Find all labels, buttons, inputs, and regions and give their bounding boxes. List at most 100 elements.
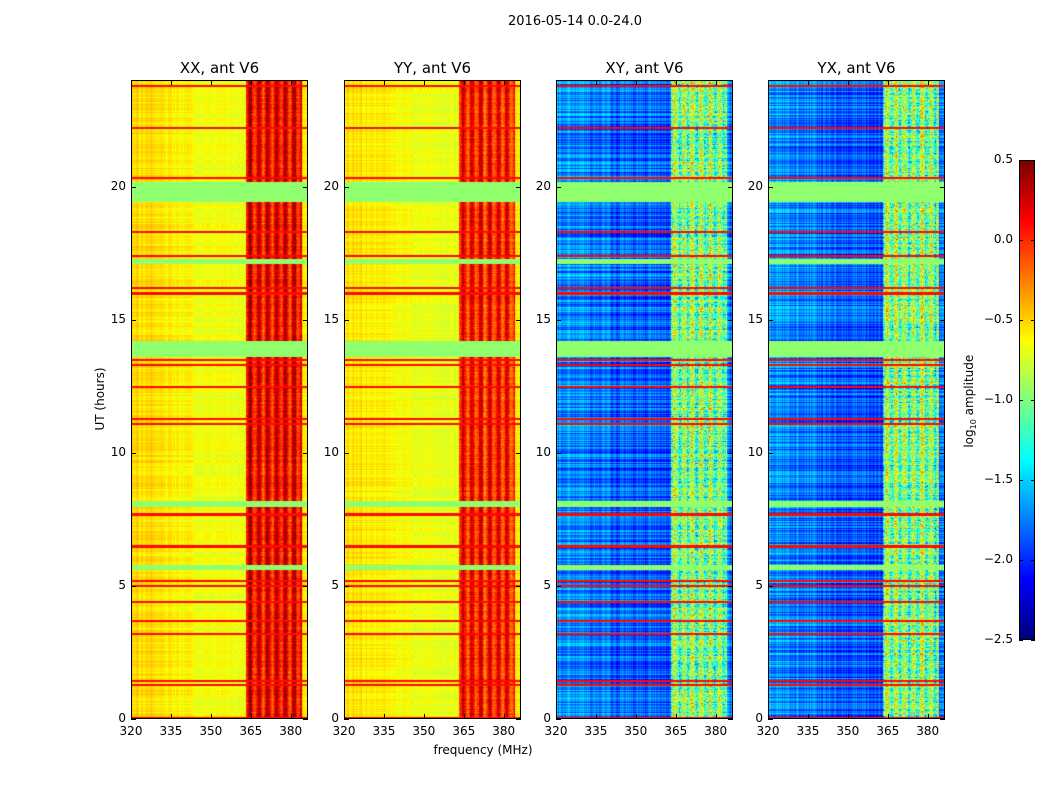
x-tick-mark	[635, 80, 637, 85]
colorbar-tick-mark	[1031, 240, 1035, 241]
x-tick-label: 365	[876, 724, 900, 738]
y-tick-mark	[940, 186, 945, 188]
colorbar-tick-mark	[1031, 480, 1035, 481]
y-tick-mark	[556, 719, 561, 720]
x-tick-label: 335	[159, 724, 183, 738]
x-tick-mark	[887, 80, 889, 85]
colorbar-tick-mark	[1031, 160, 1035, 161]
y-tick-label: 10	[323, 444, 339, 459]
colorbar-tick-label: −1.0	[983, 392, 1013, 406]
y-tick-mark	[303, 585, 308, 587]
x-tick-label: 350	[199, 724, 223, 738]
x-tick-mark	[927, 714, 929, 719]
y-tick-mark	[131, 585, 136, 587]
colorbar-tick-mark	[1031, 400, 1035, 401]
x-axis-label: frequency (MHz)	[433, 743, 533, 757]
x-tick-label: 335	[796, 724, 820, 738]
y-tick-mark	[556, 585, 561, 587]
x-tick-mark	[503, 80, 505, 85]
y-tick-mark	[131, 186, 136, 188]
colorbar-tick-mark	[1019, 640, 1023, 641]
y-tick-mark	[940, 585, 945, 587]
colorbar-tick-mark	[1031, 560, 1035, 561]
x-tick-label: 380	[279, 724, 303, 738]
panel-title: YX, ant V6	[817, 59, 896, 77]
x-tick-mark	[556, 80, 557, 85]
x-tick-label: 365	[239, 724, 263, 738]
y-tick-label: 20	[535, 178, 551, 193]
panel-title: YY, ant V6	[393, 59, 471, 77]
x-tick-mark	[344, 714, 345, 719]
x-tick-mark	[595, 714, 597, 719]
y-tick-label: 0	[331, 711, 339, 725]
colorbar-tick-label: −0.5	[983, 312, 1013, 326]
x-tick-mark	[210, 714, 212, 719]
panel-frame-0	[131, 80, 308, 719]
x-tick-label: 365	[664, 724, 688, 738]
x-tick-mark	[807, 80, 809, 85]
heatmap-1	[344, 80, 521, 719]
y-tick-mark	[303, 452, 308, 454]
y-tick-mark	[556, 452, 561, 454]
x-tick-label: 320	[756, 724, 780, 738]
colorbar-tick-label: 0.0	[993, 232, 1013, 246]
panel-frame-3	[768, 80, 945, 719]
x-tick-label: 350	[836, 724, 860, 738]
y-tick-mark	[516, 319, 521, 321]
x-tick-mark	[423, 714, 425, 719]
y-tick-label: 20	[323, 178, 339, 193]
x-tick-mark	[131, 714, 132, 719]
y-tick-mark	[728, 186, 733, 188]
x-tick-mark	[383, 80, 385, 85]
y-tick-mark	[728, 585, 733, 587]
y-tick-mark	[556, 186, 561, 188]
y-tick-mark	[516, 186, 521, 188]
y-tick-mark	[768, 319, 773, 321]
x-tick-mark	[503, 714, 505, 719]
y-tick-mark	[344, 719, 349, 720]
y-tick-label: 15	[323, 311, 339, 326]
panel-title: XX, ant V6	[179, 59, 260, 77]
panel-frame-1	[344, 80, 521, 719]
x-tick-mark	[131, 80, 132, 85]
y-tick-label: 0	[755, 711, 763, 725]
y-tick-mark	[131, 719, 136, 720]
x-tick-mark	[768, 714, 769, 719]
y-tick-mark	[131, 319, 136, 321]
colorbar-tick-mark	[1019, 240, 1023, 241]
colorbar-tick-mark	[1019, 160, 1023, 161]
y-tick-mark	[344, 452, 349, 454]
colorbar-tick-mark	[1019, 320, 1023, 321]
figure-title: 2016-05-14 0.0-24.0	[508, 14, 642, 29]
colorbar-tick-mark	[1019, 480, 1023, 481]
y-tick-label: 0	[118, 711, 126, 725]
x-tick-mark	[383, 714, 385, 719]
colorbar-tick-label: −2.0	[983, 552, 1013, 566]
y-tick-mark	[728, 719, 733, 720]
x-tick-mark	[463, 80, 465, 85]
colorbar-tick-label: 0.5	[993, 152, 1013, 166]
x-tick-mark	[250, 80, 252, 85]
colorbar-tick-label: −1.5	[983, 472, 1013, 486]
x-tick-label: 365	[452, 724, 476, 738]
y-tick-label: 5	[331, 577, 339, 592]
y-tick-mark	[940, 319, 945, 321]
x-tick-mark	[715, 714, 717, 719]
x-tick-mark	[344, 80, 345, 85]
x-tick-mark	[170, 80, 172, 85]
x-tick-label: 335	[584, 724, 608, 738]
x-tick-mark	[675, 714, 677, 719]
y-tick-mark	[131, 452, 136, 454]
y-tick-mark	[728, 452, 733, 454]
x-tick-label: 380	[916, 724, 940, 738]
y-tick-label: 0	[543, 711, 551, 725]
x-tick-label: 380	[704, 724, 728, 738]
y-tick-label: 5	[755, 577, 763, 592]
heatmap-2	[556, 80, 733, 719]
x-tick-label: 350	[412, 724, 436, 738]
y-tick-label: 15	[747, 311, 763, 326]
colorbar-tick-mark	[1019, 400, 1023, 401]
y-tick-label: 10	[110, 444, 126, 459]
y-tick-mark	[940, 719, 945, 720]
y-tick-mark	[516, 719, 521, 720]
